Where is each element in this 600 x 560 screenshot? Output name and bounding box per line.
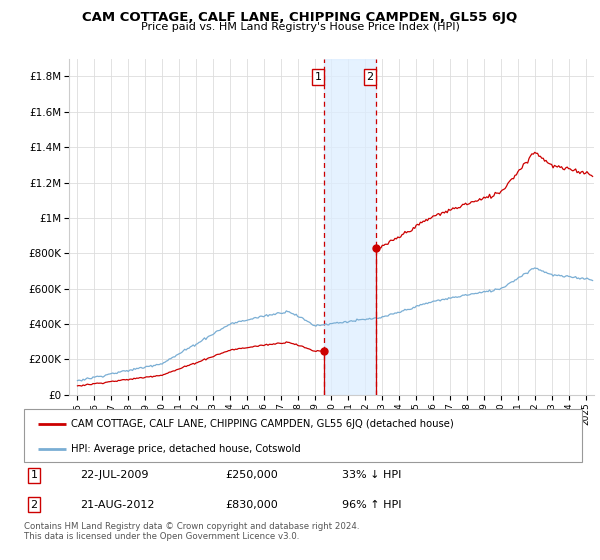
Text: 1: 1 [314, 72, 322, 82]
Text: 2: 2 [367, 72, 374, 82]
Text: 22-JUL-2009: 22-JUL-2009 [80, 470, 148, 480]
Text: Contains HM Land Registry data © Crown copyright and database right 2024.
This d: Contains HM Land Registry data © Crown c… [24, 522, 359, 542]
Text: 96% ↑ HPI: 96% ↑ HPI [342, 500, 401, 510]
Text: Price paid vs. HM Land Registry's House Price Index (HPI): Price paid vs. HM Land Registry's House … [140, 22, 460, 32]
Text: CAM COTTAGE, CALF LANE, CHIPPING CAMPDEN, GL55 6JQ: CAM COTTAGE, CALF LANE, CHIPPING CAMPDEN… [82, 11, 518, 24]
Text: 1: 1 [31, 470, 38, 480]
Text: 33% ↓ HPI: 33% ↓ HPI [342, 470, 401, 480]
FancyBboxPatch shape [24, 409, 582, 462]
Text: HPI: Average price, detached house, Cotswold: HPI: Average price, detached house, Cots… [71, 444, 301, 454]
Text: £250,000: £250,000 [225, 470, 278, 480]
Text: CAM COTTAGE, CALF LANE, CHIPPING CAMPDEN, GL55 6JQ (detached house): CAM COTTAGE, CALF LANE, CHIPPING CAMPDEN… [71, 419, 454, 429]
Text: 21-AUG-2012: 21-AUG-2012 [80, 500, 154, 510]
Bar [324, 59, 376, 395]
Text: £830,000: £830,000 [225, 500, 278, 510]
Text: 2: 2 [31, 500, 38, 510]
